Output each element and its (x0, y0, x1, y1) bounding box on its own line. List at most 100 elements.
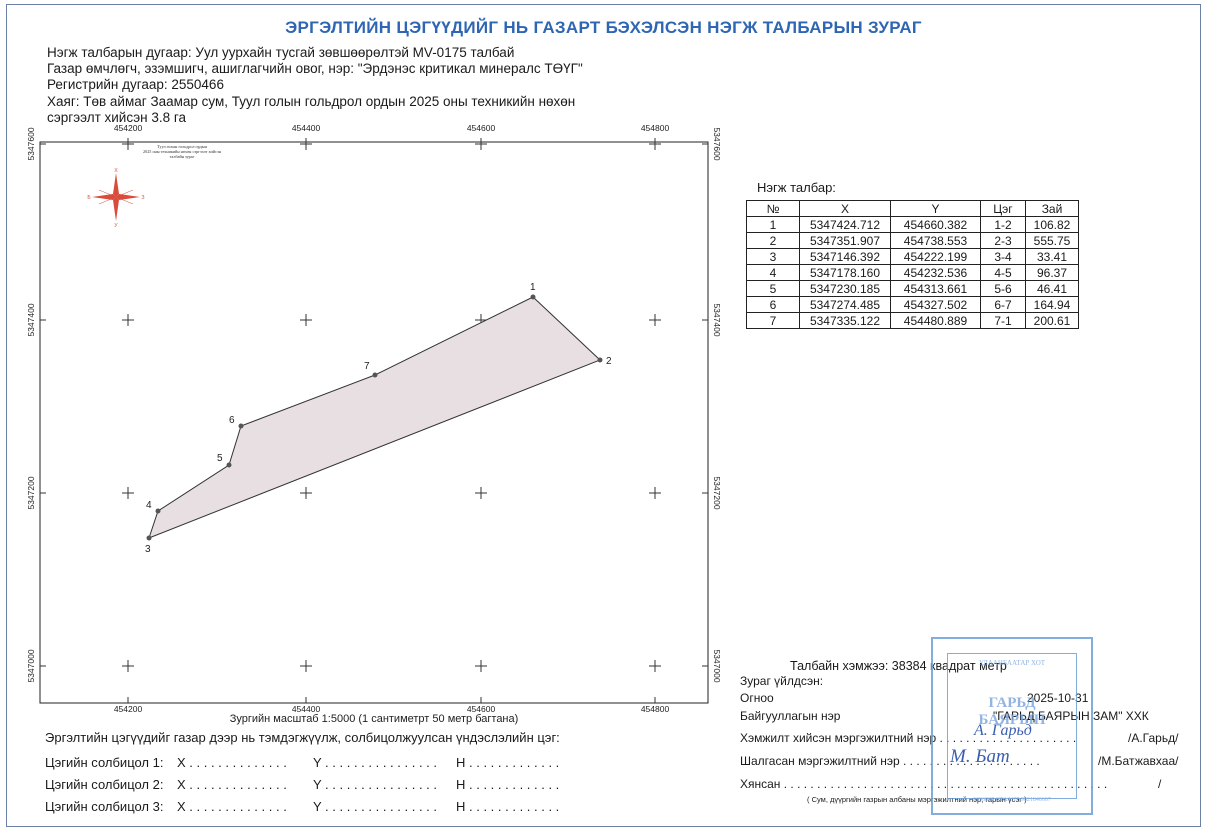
right-tick-label: 5347400 (712, 303, 722, 336)
stamp-city: УЛААНБААТАР ХОТ (978, 659, 1046, 667)
table-cell: 5-6 (980, 280, 1026, 297)
parcel-polygon (148, 296, 601, 539)
svg-text:У: У (114, 223, 118, 229)
vertex-label: 6 (229, 415, 235, 426)
checker-value: /М.Батжавхаа/ (1098, 754, 1179, 768)
table-cell: 3 (746, 248, 800, 265)
scale-caption: Зургийн масштаб 1:5000 (1 сантиметрт 50 … (230, 713, 519, 725)
table-row: 7 5347335.122 454480.889 7-1 200.61 (746, 312, 1079, 329)
table-row: 3 5347146.392 454222.199 3-4 33.41 (746, 248, 1079, 265)
table-cell: 454660.382 (890, 216, 981, 233)
vertex-point (530, 294, 536, 300)
table-cell: 5347274.485 (799, 296, 891, 313)
table-cell: 33.41 (1025, 248, 1079, 265)
top-tick-label: 454600 (467, 123, 496, 133)
grid-cross (122, 660, 134, 672)
table-cell: 200.61 (1025, 312, 1079, 329)
table-cell: 4-5 (980, 264, 1026, 281)
date-label: Огноо (740, 691, 774, 705)
stamp-name-2: БАЯРЫН (978, 712, 1046, 728)
control-point-h: H . . . . . . . . . . . . . (456, 799, 560, 814)
table-cell: 454222.199 (890, 248, 981, 265)
stamp-name: ГАРЬД (988, 695, 1036, 711)
table-row: 1 5347424.712 454660.382 1-2 106.82 (746, 216, 1079, 233)
coordinates-table: № X Y Цэг Зай 1 5347424.712 454660.382 1-2 1… (746, 200, 1079, 329)
vertex-point (238, 423, 244, 429)
vertex-label: 7 (364, 361, 370, 372)
table-cell: 4 (746, 264, 800, 281)
grid-cross (649, 487, 661, 499)
table-cell: 555.75 (1025, 232, 1079, 249)
control-point-x: X . . . . . . . . . . . . . . (177, 777, 287, 792)
grid-cross (122, 487, 134, 499)
control-point-y: Y . . . . . . . . . . . . . . . . (313, 799, 438, 814)
table-cell: 454232.536 (890, 264, 981, 281)
table-row: 5 5347230.185 454313.661 5-6 46.41 (746, 280, 1079, 297)
vertex-point (372, 372, 378, 378)
table-cell: 6-7 (980, 296, 1026, 313)
document-title: ЭРГЭЛТИЙН ЦЭГҮҮДИЙГ НЬ ГАЗАРТ БЭХЭЛСЭН Н… (285, 18, 922, 37)
grid-cross (475, 660, 487, 672)
column-header: Y (890, 200, 981, 217)
vertex-point (597, 357, 603, 363)
grid-cross (300, 314, 312, 326)
column-header: X (799, 200, 891, 217)
left-tick-label: 5347000 (26, 649, 36, 682)
grid-cross (649, 314, 661, 326)
owner-line: Газар өмчлөгч, эзэмшигч, ашиглагчийн ово… (47, 61, 583, 76)
organization-stamp: УЛААНБААТАР ХОТ ГАРЬД БАЯРЫН 6696007 СТА… (931, 637, 1093, 815)
parcel-table-caption: Нэгж талбар: (757, 180, 836, 195)
table-cell: 1 (746, 216, 800, 233)
north-arrow-icon: Х У Б З (87, 168, 144, 229)
control-point-x: X . . . . . . . . . . . . . . (177, 799, 287, 814)
table-cell: 7-1 (980, 312, 1026, 329)
vertex-label: 2 (606, 356, 612, 367)
right-tick-label: 5347600 (712, 127, 722, 160)
control-point-h: H . . . . . . . . . . . . . (456, 755, 560, 770)
executor-label: Хэмжилт хийсэн мэргэжилтний нэр . . . . … (740, 731, 1077, 745)
table-cell: 3-4 (980, 248, 1026, 265)
table-cell: 7 (746, 312, 800, 329)
control-point-label: Цэгийн солбицол 1: (45, 755, 164, 770)
inset-caption: 2025 оны техникийн нөхөн сэргээлт хийсэн (143, 149, 222, 154)
top-tick-label: 454400 (292, 123, 321, 133)
top-tick-label: 454200 (114, 123, 143, 133)
bottom-tick-label: 454600 (467, 704, 496, 714)
svg-text:З: З (141, 195, 144, 201)
table-cell: 5 (746, 280, 800, 297)
grid-cross (122, 314, 134, 326)
table-cell: 5347351.907 (799, 232, 891, 249)
table-cell: 5347424.712 (799, 216, 891, 233)
control-point-y: Y . . . . . . . . . . . . . . . . (313, 777, 438, 792)
map-frame (39, 141, 709, 704)
organization-value: "ГАРЬД БАЯРЫН ЗАМ" ХХК (993, 709, 1149, 723)
parcel-number-line: Нэгж талбарын дугаар: Уул уурхайн тусгай… (47, 45, 515, 60)
table-cell: 454327.502 (890, 296, 981, 313)
control-point-label: Цэгийн солбицол 3: (45, 799, 164, 814)
register-line: Регистрийн дугаар: 2550466 (47, 77, 224, 92)
table-cell: 5347178.160 (799, 264, 891, 281)
executor-signature: А. Гарьд (974, 722, 1032, 739)
table-cell: 5347146.392 (799, 248, 891, 265)
left-tick-label: 5347600 (26, 127, 36, 160)
table-cell: 454480.889 (890, 312, 981, 329)
vertex-label: 4 (146, 500, 152, 511)
table-cell: 454313.661 (890, 280, 981, 297)
bottom-tick-label: 454400 (292, 704, 321, 714)
reviewed-value: / (1158, 777, 1162, 791)
table-cell: 2-3 (980, 232, 1026, 249)
left-tick-label: 5347200 (26, 476, 36, 509)
table-cell: 164.94 (1025, 296, 1079, 313)
table-row: 4 5347178.160 454232.536 4-5 96.37 (746, 264, 1079, 281)
table-row: 6 5347274.485 454327.502 6-7 164.94 (746, 296, 1079, 313)
control-point-label: Цэгийн солбицол 2: (45, 777, 164, 792)
date-value: 2025-10-31 (1027, 691, 1089, 705)
tick-marks (40, 142, 708, 703)
grid-cross (300, 660, 312, 672)
top-tick-label: 454800 (641, 123, 670, 133)
vertex-label: 5 (217, 453, 223, 464)
table-cell: 96.37 (1025, 264, 1079, 281)
address-line-2: сэргээлт хийсэн 3.8 га (47, 110, 186, 125)
table-cell: 1-2 (980, 216, 1026, 233)
vertex-point (226, 462, 232, 468)
